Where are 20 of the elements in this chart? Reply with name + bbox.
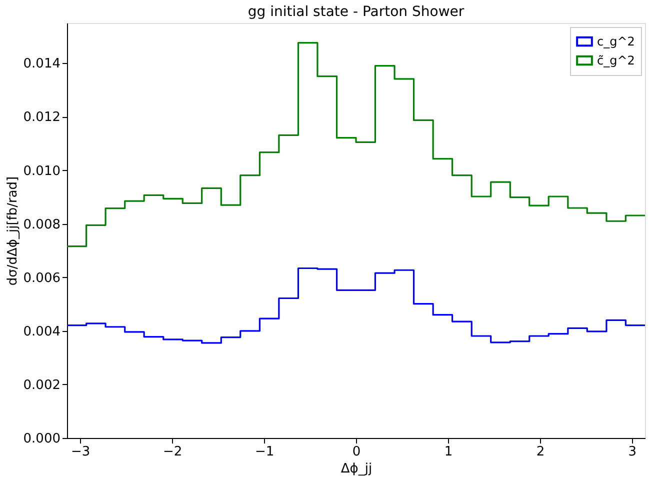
x-tick-label: 3: [628, 444, 637, 460]
x-tick-label: 2: [536, 444, 545, 460]
x-tick-label: −3: [70, 444, 90, 460]
chart-title: gg initial state - Parton Shower: [248, 4, 464, 20]
x-axis-title: Δϕ_jj: [340, 462, 372, 476]
legend-label: c̃_g^2: [597, 54, 635, 68]
x-tick-label: 1: [444, 444, 453, 460]
y-tick-label: 0.004: [23, 324, 60, 340]
y-tick-label: 0.014: [23, 56, 60, 72]
legend-label: c_g^2: [597, 34, 635, 48]
x-tick-label: 0: [352, 444, 361, 460]
y-tick-label: 0.000: [23, 432, 60, 446]
x-tick-label: −2: [162, 444, 182, 460]
y-tick-label: 0.012: [23, 110, 60, 126]
y-tick-label: 0.002: [23, 378, 60, 393]
x-tick-label: −1: [254, 444, 274, 460]
y-axis-title: dσ/dΔϕ_jj[fb/rad]: [5, 176, 20, 286]
y-tick-label: 0.010: [23, 164, 60, 179]
y-tick-label: 0.008: [23, 217, 60, 232]
y-tick-label: 0.006: [23, 270, 60, 286]
